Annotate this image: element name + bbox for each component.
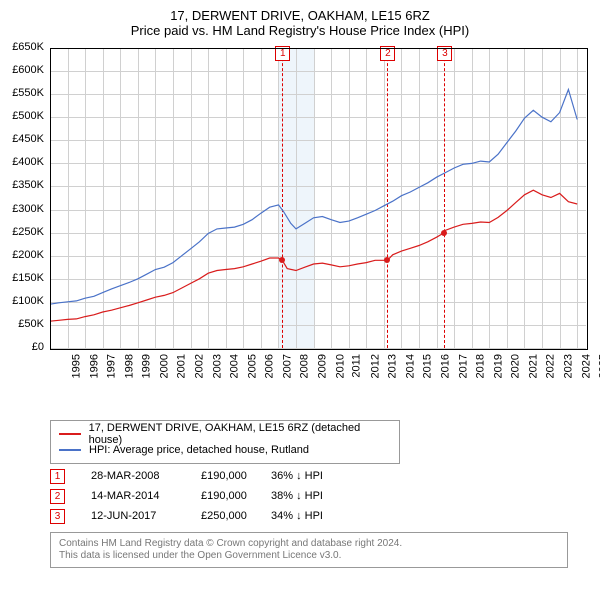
- x-axis-label: 2006: [264, 354, 276, 378]
- event-row-diff: 34% ↓ HPI: [271, 510, 323, 522]
- event-row: 1 28-MAR-2008£190,00036% ↓ HPI: [50, 466, 594, 486]
- x-axis-label: 2021: [527, 354, 539, 378]
- legend: 17, DERWENT DRIVE, OAKHAM, LE15 6RZ (det…: [50, 420, 400, 464]
- event-row-price: £250,000: [201, 510, 271, 522]
- x-axis-label: 2003: [211, 354, 223, 378]
- legend-row: 17, DERWENT DRIVE, OAKHAM, LE15 6RZ (det…: [59, 426, 391, 442]
- title-line-2: Price paid vs. HM Land Registry's House …: [6, 23, 594, 38]
- chart-area: £0£50K£100K£150K£200K£250K£300K£350K£400…: [6, 44, 592, 414]
- x-axis-label: 1996: [88, 354, 100, 378]
- x-axis-label: 2012: [369, 354, 381, 378]
- event-row: 2 14-MAR-2014£190,00038% ↓ HPI: [50, 486, 594, 506]
- x-axis-label: 2014: [404, 354, 416, 378]
- title-line-1: 17, DERWENT DRIVE, OAKHAM, LE15 6RZ: [6, 8, 594, 23]
- event-row-price: £190,000: [201, 470, 271, 482]
- x-axis-label: 2008: [299, 354, 311, 378]
- legend-label: 17, DERWENT DRIVE, OAKHAM, LE15 6RZ (det…: [89, 422, 391, 446]
- x-axis-label: 2000: [158, 354, 170, 378]
- x-axis-label: 2009: [317, 354, 329, 378]
- footer-line-1: Contains HM Land Registry data © Crown c…: [59, 538, 559, 550]
- legend-swatch: [59, 433, 81, 435]
- event-row-marker: 3: [50, 509, 65, 524]
- event-row-marker: 2: [50, 489, 65, 504]
- x-axis-label: 2002: [194, 354, 206, 378]
- x-axis-label: 2011: [351, 354, 363, 378]
- events-table: 1 28-MAR-2008£190,00036% ↓ HPI 2 14-MAR-201…: [50, 466, 594, 526]
- x-axis-label: 2017: [457, 354, 469, 378]
- x-axis-label: 2018: [475, 354, 487, 378]
- event-row-diff: 38% ↓ HPI: [271, 490, 323, 502]
- plot-area: [50, 48, 588, 350]
- event-row-date: 14-MAR-2014: [91, 490, 201, 502]
- x-axis-label: 1998: [123, 354, 135, 378]
- event-row-price: £190,000: [201, 490, 271, 502]
- x-axis-label: 2016: [440, 354, 452, 378]
- x-axis-label: 2015: [422, 354, 434, 378]
- event-row-date: 28-MAR-2008: [91, 470, 201, 482]
- x-axis-label: 2020: [510, 354, 522, 378]
- x-axis-label: 2023: [563, 354, 575, 378]
- event-row: 3 12-JUN-2017£250,00034% ↓ HPI: [50, 506, 594, 526]
- legend-label: HPI: Average price, detached house, Rutl…: [89, 444, 309, 456]
- footer-line-2: This data is licensed under the Open Gov…: [59, 550, 559, 562]
- x-axis-label: 2005: [246, 354, 258, 378]
- x-axis-label: 1999: [141, 354, 153, 378]
- x-axis-label: 2007: [281, 354, 293, 378]
- x-axis-label: 1997: [106, 354, 118, 378]
- event-row-marker: 1: [50, 469, 65, 484]
- x-axis-label: 2019: [492, 354, 504, 378]
- legend-swatch: [59, 449, 81, 451]
- x-axis-label: 2001: [176, 354, 188, 378]
- event-row-date: 12-JUN-2017: [91, 510, 201, 522]
- x-axis-label: 2022: [545, 354, 557, 378]
- x-axis-label: 2010: [334, 354, 346, 378]
- x-axis-label: 2013: [387, 354, 399, 378]
- x-axis-label: 2024: [580, 354, 592, 378]
- x-axis-label: 1995: [70, 354, 82, 378]
- x-axis-label: 2004: [229, 354, 241, 378]
- chart-title-block: 17, DERWENT DRIVE, OAKHAM, LE15 6RZ Pric…: [6, 8, 594, 38]
- attribution-footer: Contains HM Land Registry data © Crown c…: [50, 532, 568, 568]
- event-row-diff: 36% ↓ HPI: [271, 470, 323, 482]
